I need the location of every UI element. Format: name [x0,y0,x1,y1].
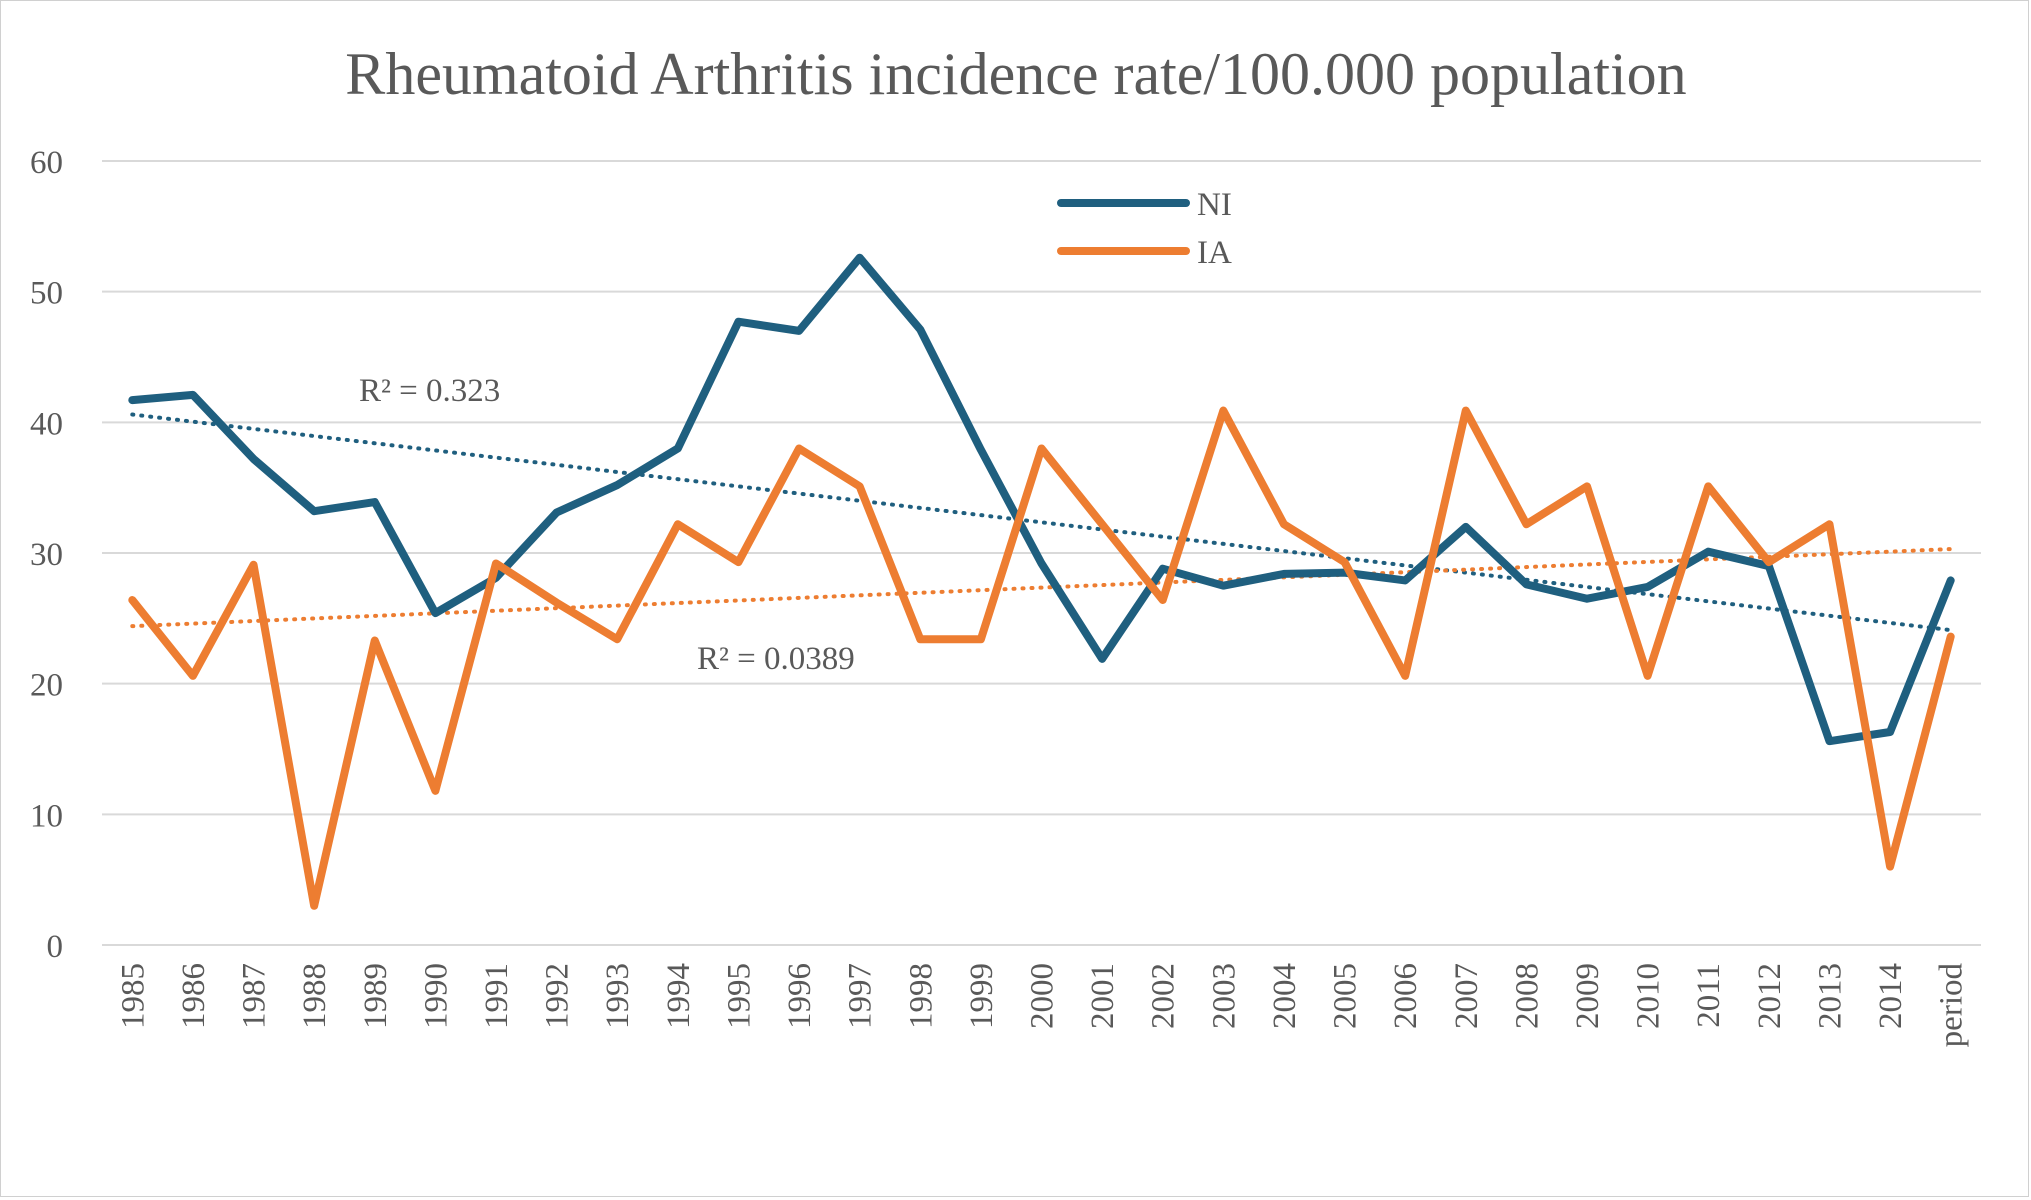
y-axis-ticks: 0 10 20 30 40 50 60 [30,145,63,965]
trendline-label-ia: R² = 0.0389 [697,641,855,677]
x-tick-label: 1990 [418,963,454,1029]
x-tick-label: 1986 [176,963,212,1029]
x-tick-label: period [1934,963,1970,1048]
y-tick-label: 30 [30,537,63,573]
y-tick-label: 20 [30,668,63,704]
x-tick-label: 1992 [540,963,576,1029]
x-tick-label: 2012 [1752,963,1788,1029]
x-tick-label: 2014 [1873,963,1909,1029]
legend: NI IA [1061,187,1232,271]
y-tick-label: 60 [30,145,63,181]
x-tick-label: 1994 [661,963,697,1029]
x-tick-label: 1991 [479,963,515,1029]
x-tick-label: 1987 [237,963,273,1029]
chart-title: Rheumatoid Arthritis incidence rate/100.… [345,41,1686,107]
trendline-label-ni: R² = 0.323 [359,373,500,409]
x-tick-label: 1985 [115,963,151,1029]
x-tick-label: 2006 [1388,963,1424,1029]
x-tick-label: 2002 [1146,963,1182,1029]
x-tick-label: 2011 [1691,963,1727,1028]
x-tick-label: 2013 [1812,963,1848,1029]
x-tick-label: 2003 [1206,963,1242,1029]
series-line-ia [132,411,1950,906]
x-tick-label: 2007 [1449,963,1485,1029]
x-tick-label: 1996 [782,963,818,1029]
y-tick-label: 40 [30,406,63,442]
x-tick-label: 2004 [1267,963,1303,1029]
x-tick-label: 1993 [600,963,636,1029]
x-tick-label: 1989 [358,963,394,1029]
y-tick-label: 10 [30,798,63,834]
x-tick-label: 1997 [843,963,879,1029]
legend-label-ni: NI [1197,187,1232,223]
x-tick-label: 2001 [1085,963,1121,1029]
x-tick-label: 2009 [1570,963,1606,1029]
legend-label-ia: IA [1197,235,1232,271]
x-tick-label: 2008 [1509,963,1545,1029]
y-tick-label: 50 [30,276,63,312]
series-line-ni [132,258,1950,741]
x-tick-label: 1995 [721,963,757,1029]
y-tick-label: 0 [47,929,64,965]
x-tick-label: 1988 [297,963,333,1029]
series-lines [132,258,1951,906]
x-tick-label: 2000 [1025,963,1061,1029]
x-axis-ticks: 1985 1986 1987 1988 1989 1990 1991 1992 1993 1994… [115,963,1969,1048]
x-tick-label: 1998 [903,963,939,1029]
x-tick-label: 2010 [1631,963,1667,1029]
x-tick-label: 2005 [1328,963,1364,1029]
x-tick-label: 1999 [964,963,1000,1029]
